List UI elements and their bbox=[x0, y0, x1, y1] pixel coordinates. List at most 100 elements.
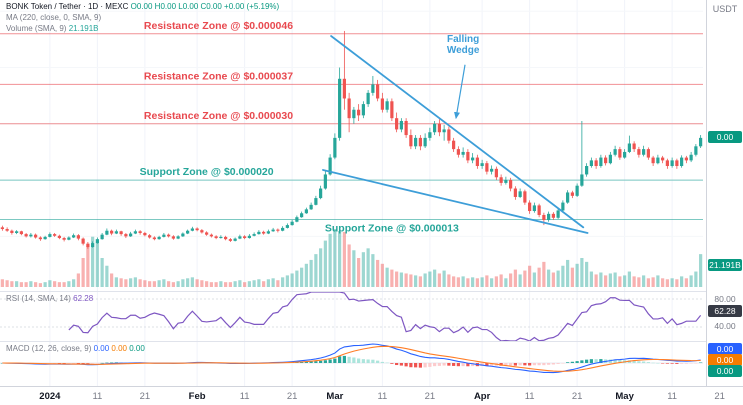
volume-bar bbox=[466, 278, 470, 287]
volume-bar bbox=[352, 250, 356, 287]
time-axis[interactable]: 2024 11 21 Feb 11 21 Mar 11 21 Apr 11 21 May 11 21 bbox=[0, 386, 743, 405]
legend-symbol-row[interactable]: BONK Token / Tether · 1D · MEXC O0.00 H0… bbox=[6, 2, 279, 13]
symbol-title: BONK Token / Tether · 1D · MEXC bbox=[6, 2, 129, 11]
pane-separator[interactable] bbox=[0, 291, 706, 292]
macd-histogram-bar bbox=[91, 363, 95, 364]
candle-body bbox=[566, 192, 570, 203]
ohlc-values: O0.00 H0.00 L0.00 C0.00 +0.00 (+5.19%) bbox=[130, 2, 280, 11]
macd-histogram-bar bbox=[72, 363, 76, 364]
volume-bar bbox=[570, 267, 574, 287]
candle-body bbox=[314, 198, 318, 205]
axis-currency-label: USDT bbox=[712, 4, 738, 14]
rsi-lower-label: 40.00 bbox=[714, 321, 736, 331]
macd-badge-green: 0.00 bbox=[708, 365, 742, 377]
candle-body bbox=[162, 234, 166, 237]
volume-bar bbox=[10, 281, 14, 287]
candle-body bbox=[214, 236, 218, 239]
volume-bar bbox=[471, 277, 475, 287]
macd-histogram-bar bbox=[518, 363, 522, 366]
volume-bar bbox=[176, 281, 180, 287]
volume-bar bbox=[67, 281, 71, 287]
volume-bar bbox=[257, 279, 261, 287]
candle-body bbox=[414, 137, 418, 147]
macd-histogram-bar bbox=[651, 362, 655, 364]
volume-bar bbox=[699, 254, 703, 287]
volume-bar bbox=[266, 279, 270, 287]
ma-legend-row[interactable]: MA (220, close, 0, SMA, 9) bbox=[6, 12, 102, 22]
macd-histogram-bar bbox=[537, 363, 541, 366]
volume-bar bbox=[623, 275, 627, 287]
macd-histogram-bar bbox=[380, 361, 384, 363]
candle-body bbox=[480, 163, 484, 167]
macd-legend-row[interactable]: MACD (12, 26, close, 9) 0.00 0.00 0.00 bbox=[6, 344, 145, 353]
volume-legend-value: 21.191B bbox=[68, 23, 99, 33]
volume-bar bbox=[95, 242, 99, 287]
macd-histogram-bar bbox=[309, 361, 313, 363]
macd-histogram-bar bbox=[342, 355, 346, 363]
macd-histogram-bar bbox=[580, 360, 584, 363]
candle-body bbox=[656, 157, 660, 164]
candle-body bbox=[252, 234, 256, 236]
macd-histogram-bar bbox=[57, 363, 61, 364]
signal-legend-value: 0.00 bbox=[111, 344, 127, 353]
volume-bar bbox=[328, 233, 332, 287]
volume-bar bbox=[285, 275, 289, 287]
time-axis-label: 11 bbox=[667, 391, 678, 402]
macd-histogram-bar bbox=[547, 363, 551, 365]
macd-histogram-bar bbox=[62, 363, 66, 364]
macd-histogram-bar bbox=[357, 358, 361, 363]
volume-bar bbox=[138, 279, 142, 287]
candle-body bbox=[338, 78, 342, 138]
volume-bar bbox=[437, 273, 441, 287]
candle-body bbox=[281, 227, 285, 231]
candle-body bbox=[528, 202, 532, 212]
macd-histogram-bar bbox=[670, 363, 674, 364]
time-axis-label: 21 bbox=[714, 391, 725, 402]
volume-bar bbox=[323, 240, 327, 287]
macd-histogram-bar bbox=[314, 361, 318, 363]
pane-separator[interactable] bbox=[0, 341, 706, 342]
candle-body bbox=[471, 157, 475, 161]
volume-bar bbox=[62, 282, 66, 287]
candle-body bbox=[43, 236, 47, 240]
volume-legend-row[interactable]: Volume (SMA, 9) 21.191B bbox=[6, 24, 279, 35]
macd-histogram-bar bbox=[352, 357, 356, 363]
candle-body bbox=[661, 157, 665, 161]
candle-body bbox=[499, 177, 503, 183]
candle-body bbox=[86, 243, 90, 248]
macd-histogram-bar bbox=[523, 363, 527, 366]
macd-pane[interactable] bbox=[0, 342, 706, 386]
volume-bar bbox=[599, 272, 603, 287]
macd-badge-orange: 0.00 bbox=[708, 354, 742, 366]
volume-bar bbox=[228, 282, 232, 287]
volume-bar bbox=[309, 259, 313, 287]
candle-body bbox=[186, 230, 190, 234]
rsi-pane[interactable] bbox=[0, 292, 706, 341]
macd-histogram-bar bbox=[532, 363, 536, 366]
volume-bar bbox=[566, 259, 570, 287]
rsi-legend-row[interactable]: RSI (14, SMA, 14) 62.28 bbox=[6, 294, 93, 303]
volume-bar bbox=[490, 278, 494, 287]
candle-body bbox=[195, 228, 199, 231]
macd-histogram-bar bbox=[632, 360, 636, 363]
volume-bar bbox=[171, 282, 175, 287]
resistance-zone-label: Resistance Zone @ $0.000037 bbox=[144, 70, 293, 82]
candle-body bbox=[428, 132, 432, 138]
candle-body bbox=[537, 205, 541, 215]
volume-bar bbox=[300, 267, 304, 287]
volume-bar bbox=[143, 280, 147, 287]
volume-bar bbox=[604, 275, 608, 287]
macd-histogram-bar bbox=[428, 363, 432, 367]
price-axis[interactable]: USDT 0.00 21.191B 80.00 62.28 40.00 0.00… bbox=[706, 0, 743, 405]
volume-bar bbox=[157, 280, 161, 287]
chart-legend[interactable]: BONK Token / Tether · 1D · MEXC O0.00 H0… bbox=[6, 2, 279, 34]
macd-histogram-bar bbox=[551, 363, 555, 365]
resistance-zone-label: Resistance Zone @ $0.000046 bbox=[144, 20, 293, 32]
wedge-upper-line[interactable] bbox=[330, 35, 585, 229]
price-pane[interactable]: Resistance Zone @ $0.000046 Resistance Zo… bbox=[0, 0, 706, 291]
volume-bar bbox=[48, 280, 52, 287]
wedge-lower-line[interactable] bbox=[322, 169, 589, 234]
candle-body bbox=[694, 146, 698, 155]
candle-body bbox=[319, 188, 323, 199]
macd-histogram-bar bbox=[480, 363, 484, 366]
